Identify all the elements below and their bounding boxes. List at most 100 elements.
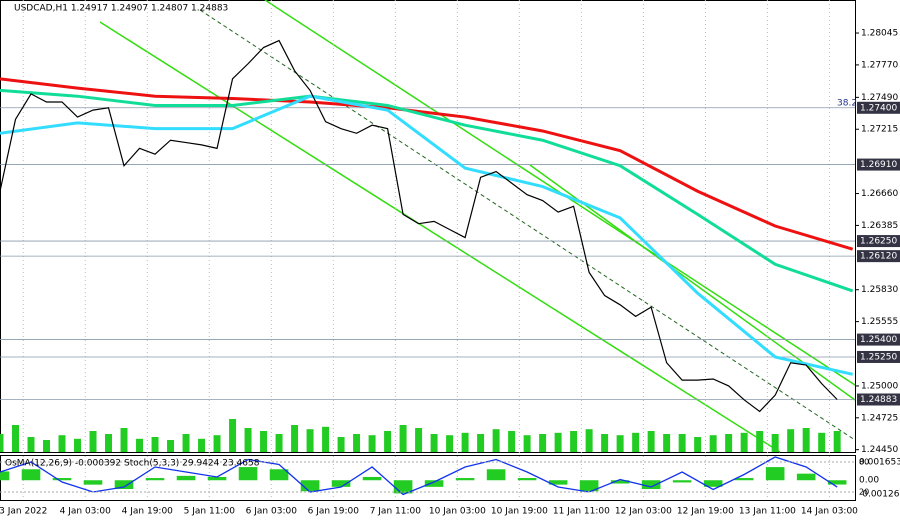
- volume-bar: [74, 438, 82, 452]
- y-tick-label: 1.25000: [861, 381, 898, 391]
- volume-bar: [539, 434, 547, 452]
- volume-bar: [802, 428, 810, 452]
- volume-bar: [663, 434, 671, 452]
- volume-bar: [818, 432, 826, 452]
- volume-bar: [446, 435, 454, 452]
- osma-bar: [579, 480, 599, 492]
- osma-bar: [765, 467, 785, 481]
- x-tick-label: 3 Jan 2022: [0, 507, 47, 517]
- moving-average: [0, 94, 854, 376]
- volume-bar: [58, 435, 66, 452]
- fibo-label: 38.2: [837, 98, 857, 108]
- osma-bar: [83, 480, 103, 485]
- volume-bar: [756, 431, 764, 452]
- volume-bar: [725, 434, 733, 452]
- level-label-bg: [857, 333, 900, 346]
- volume-bar: [291, 425, 299, 452]
- volume-bar: [399, 425, 407, 452]
- volume-bar: [368, 435, 376, 452]
- volume-bar: [616, 435, 624, 452]
- osma-bar: [207, 476, 227, 481]
- osma-bar: [0, 471, 10, 481]
- osma-tick-label: 0.0016539: [859, 458, 900, 468]
- volume-bar: [492, 429, 500, 452]
- stoch-tick-label: 20: [859, 488, 869, 497]
- x-tick-label: 14 Jan 03:00: [801, 507, 858, 517]
- osma-bar: [703, 480, 723, 487]
- volume-bar: [275, 434, 283, 452]
- osma-bar: [238, 467, 258, 481]
- indicator-title: OsMA(12,26,9) -0.000392 Stoch(5,3,3) 29.…: [5, 459, 260, 469]
- osma-bar: [641, 480, 661, 490]
- osma-bar: [796, 473, 816, 481]
- osma-tick-label: -0.001265: [859, 490, 900, 500]
- osma-bar: [145, 478, 165, 481]
- volume-bar: [260, 431, 268, 452]
- volume-bar: [585, 429, 593, 452]
- volume-bar: [570, 431, 578, 452]
- volume-bar: [120, 428, 128, 452]
- volume-bar: [833, 431, 841, 452]
- stoch-tick-label: 80: [859, 458, 869, 467]
- volume-bar: [647, 431, 655, 452]
- level-label-bg: [857, 235, 900, 248]
- volume-bar: [632, 432, 640, 452]
- volume-bar: [740, 432, 748, 452]
- x-tick-label: 6 Jan 19:00: [308, 507, 360, 517]
- y-tick-label: 1.26385: [861, 221, 898, 231]
- volume-bar: [151, 437, 159, 452]
- osma-bar: [52, 478, 72, 481]
- channel-middle: [199, 9, 856, 441]
- osma-bar: [362, 476, 382, 481]
- osma-bar: [486, 469, 506, 481]
- volume-bar: [384, 431, 392, 452]
- volume-bar: [0, 434, 4, 452]
- osma-bar: [517, 478, 537, 481]
- y-tick-label: 1.24450: [861, 445, 898, 455]
- volume-bar: [554, 432, 562, 452]
- level-label: 1.26250: [860, 237, 897, 247]
- volume-bar: [322, 426, 330, 452]
- volume-bar: [213, 435, 221, 452]
- osma-bar: [548, 480, 568, 485]
- volume-bar: [43, 440, 50, 452]
- x-tick-label: 5 Jan 11:00: [184, 507, 236, 517]
- volume-bar: [477, 434, 485, 452]
- price-line: [0, 39, 838, 413]
- level-label: 1.25250: [860, 352, 897, 362]
- osma-bar: [455, 478, 475, 481]
- volume-bar: [198, 438, 206, 452]
- level-label: 1.25400: [860, 335, 897, 345]
- volume-bar: [89, 431, 97, 452]
- volume-bar: [771, 434, 779, 452]
- osma-bar: [610, 480, 630, 484]
- volume-bar: [229, 419, 237, 452]
- volume-bar: [12, 425, 19, 452]
- level-label-bg: [857, 350, 900, 363]
- y-tick-label: 1.24725: [861, 413, 898, 423]
- y-tick-label: 1.27215: [861, 125, 898, 135]
- x-tick-label: 6 Jan 03:00: [246, 507, 298, 517]
- x-tick-label: 10 Jan 03:00: [429, 507, 486, 517]
- volume-bar: [430, 434, 438, 452]
- osma-tick-label: 0.00: [859, 476, 879, 486]
- volume-bar: [523, 435, 531, 452]
- x-tick-label: 12 Jan 19:00: [677, 507, 734, 517]
- main-frame: [0, 0, 856, 453]
- volume-bar: [167, 440, 175, 452]
- osma-bar: [269, 469, 289, 481]
- level-label-bg: [857, 393, 900, 406]
- channel-lower: [99, 21, 781, 453]
- x-tick-label: 10 Jan 19:00: [491, 507, 548, 517]
- osma-bar: [114, 480, 134, 490]
- volume-bar: [27, 437, 35, 452]
- volume-bar: [678, 434, 686, 452]
- osma-bar: [672, 480, 692, 483]
- level-label: 1.26120: [860, 252, 897, 262]
- stoch-line: [0, 456, 838, 496]
- y-tick-label: 1.25555: [861, 317, 898, 327]
- chart-title: USDCAD,H1 1.24917 1.24907 1.24807 1.2488…: [14, 4, 228, 14]
- level-label-bg: [857, 101, 900, 114]
- osma-bar: [331, 480, 351, 487]
